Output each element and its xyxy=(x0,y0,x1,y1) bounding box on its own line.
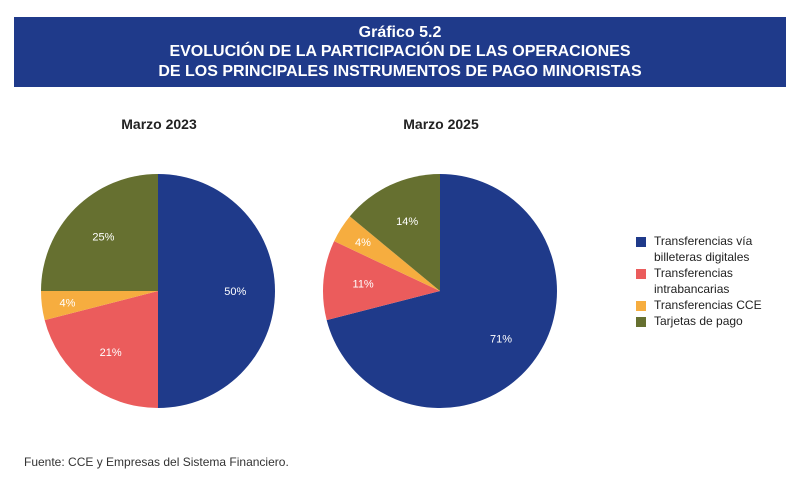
chart-title-line-1: EVOLUCIÓN DE LA PARTICIPACIÓN DE LAS OPE… xyxy=(169,43,631,60)
legend-item-cce: Transferencias CCE xyxy=(636,297,796,313)
slice-label-cce: 4% xyxy=(60,297,76,309)
pie-title-2023: Marzo 2023 xyxy=(121,116,197,132)
legend-label: Transferencias intrabancarias xyxy=(654,266,733,296)
legend-item-intrabancarias: Transferencias intrabancarias xyxy=(636,265,796,297)
pie-title-2025: Marzo 2025 xyxy=(403,116,479,132)
legend: Transferencias vía billeteras digitales … xyxy=(636,233,796,329)
pie-slice-cce xyxy=(334,216,440,291)
pie-slice-cce xyxy=(41,291,158,321)
slice-label-tarjetas: 25% xyxy=(92,231,114,243)
slice-label-intrabancarias: 11% xyxy=(353,279,374,291)
pie-slice-intrabancarias xyxy=(44,291,159,408)
chart-header: Gráfico 5.2 EVOLUCIÓN DE LA PARTICIPACIÓ… xyxy=(14,17,786,87)
legend-label: Transferencias vía billeteras digitales xyxy=(654,234,753,264)
slice-label-billeteras: 71% xyxy=(490,333,512,345)
legend-swatch xyxy=(636,269,646,279)
legend-swatch xyxy=(636,301,646,311)
pie-slice-billeteras xyxy=(326,174,557,408)
pie-slice-billeteras xyxy=(158,174,275,408)
legend-label: Transferencias CCE xyxy=(654,298,762,312)
legend-label: Tarjetas de pago xyxy=(654,314,743,328)
legend-item-billeteras: Transferencias vía billeteras digitales xyxy=(636,233,796,265)
source-note: Fuente: CCE y Empresas del Sistema Finan… xyxy=(24,455,289,469)
legend-swatch xyxy=(636,317,646,327)
pie-slice-tarjetas xyxy=(349,174,440,291)
chart-number: Gráfico 5.2 xyxy=(358,24,442,41)
pie-slice-intrabancarias xyxy=(323,241,440,321)
pie-chart-2023: 50% 21% 4% 25% xyxy=(41,174,275,408)
pie-slice-tarjetas xyxy=(41,174,158,291)
chart-title-line-2: DE LOS PRINCIPALES INSTRUMENTOS DE PAGO … xyxy=(158,63,642,80)
slice-label-cce: 4% xyxy=(355,237,371,249)
slice-label-intrabancarias: 21% xyxy=(100,347,122,359)
legend-item-tarjetas: Tarjetas de pago xyxy=(636,313,796,329)
pie-chart-2025: 71% 11% 4% 14% xyxy=(323,174,557,408)
legend-swatch xyxy=(636,237,646,247)
slice-label-billeteras: 50% xyxy=(224,286,246,298)
slice-label-tarjetas: 14% xyxy=(396,216,418,228)
